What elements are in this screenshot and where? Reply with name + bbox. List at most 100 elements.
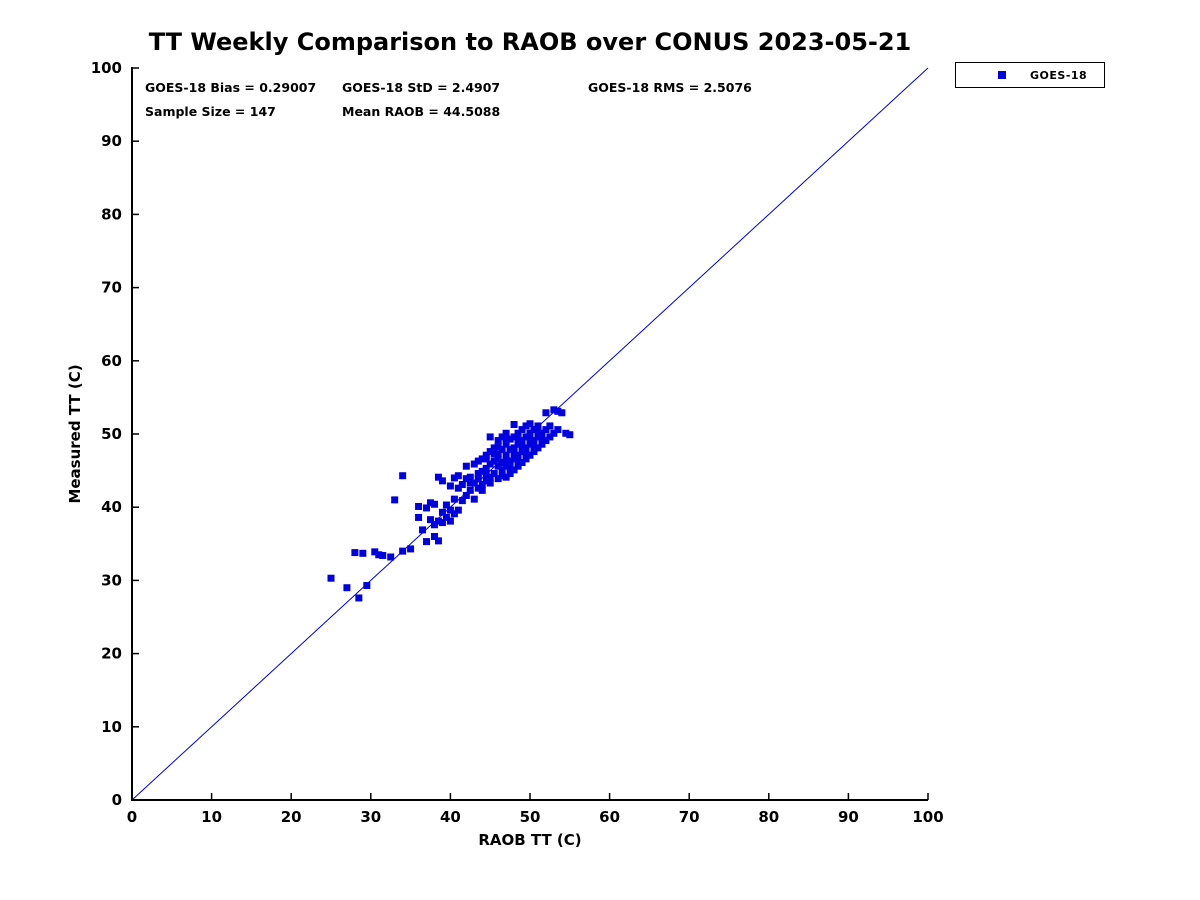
scatter-point (518, 442, 526, 450)
stat-sample-size: Sample Size = 147 (145, 104, 276, 119)
scatter-point (486, 473, 494, 481)
scatter-point (482, 451, 490, 459)
scatter-point (375, 551, 383, 559)
scatter-point (490, 470, 498, 478)
scatter-point (442, 501, 450, 509)
scatter-point (506, 464, 514, 472)
scatter-point (498, 433, 506, 441)
x-tick-label: 20 (281, 808, 302, 826)
scatter-point (399, 547, 407, 555)
scatter-point (506, 435, 514, 443)
scatter-point (486, 448, 494, 456)
scatter-point (518, 459, 526, 467)
scatter-point (482, 477, 490, 485)
scatter-point (359, 549, 367, 557)
scatter-point (498, 472, 506, 480)
legend-marker-square (998, 71, 1006, 79)
scatter-point (470, 460, 478, 468)
scatter-point (427, 499, 434, 507)
scatter-point (474, 484, 482, 492)
scatter-point (534, 444, 542, 452)
scatter-point (466, 473, 474, 481)
scatter-point (363, 582, 371, 590)
scatter-point (542, 437, 550, 445)
x-axis-label: RAOB TT (C) (478, 831, 582, 849)
scatter-point (514, 440, 522, 448)
scatter-point (419, 526, 427, 534)
scatter-point (446, 517, 454, 525)
scatter-point (554, 407, 562, 415)
scatter-point (490, 450, 498, 458)
scatter-point (522, 449, 530, 457)
scatter-point (430, 532, 438, 540)
scatter-point (434, 473, 442, 481)
scatter-point (514, 435, 522, 443)
scatter-point (526, 420, 534, 428)
scatter-point (534, 433, 542, 441)
scatter-point (526, 429, 534, 437)
y-tick-label: 90 (101, 132, 122, 150)
scatter-point (327, 574, 335, 582)
scatter-point (462, 491, 470, 499)
scatter-point (530, 442, 538, 450)
scatter-point (502, 456, 510, 464)
scatter-point (399, 472, 407, 480)
scatter-point (446, 482, 454, 490)
scatter-point (458, 481, 466, 489)
scatter-point (494, 442, 502, 450)
x-tick-label: 0 (127, 808, 137, 826)
scatter-point (454, 484, 462, 492)
scatter-point (530, 426, 538, 434)
scatter-point (550, 429, 558, 437)
scatter-point (510, 466, 518, 474)
scatter-point (494, 462, 502, 470)
scatter-point (430, 500, 438, 508)
y-tick-label: 30 (101, 571, 122, 589)
chart-title: TT Weekly Comparison to RAOB over CONUS … (148, 28, 912, 56)
scatter-point (438, 508, 446, 516)
scatter-point (518, 426, 526, 434)
scatter-point (482, 471, 490, 479)
x-tick-label: 60 (599, 808, 620, 826)
scatter-point (351, 549, 359, 557)
scatter-point (454, 506, 462, 514)
scatter-point (506, 457, 514, 465)
scatter-point (478, 467, 486, 475)
scatter-point (355, 594, 363, 602)
stat-std: GOES-18 StD = 2.4907 (342, 80, 501, 95)
y-tick-label: 70 (101, 279, 122, 297)
scatter-point (542, 409, 550, 417)
scatter-point (538, 429, 546, 437)
scatter-point (542, 426, 550, 434)
scatter-point (502, 473, 510, 481)
scatter-point (494, 475, 502, 483)
scatter-point (474, 457, 482, 465)
scatter-point (379, 552, 387, 560)
scatter-point (474, 470, 482, 478)
scatter-point (415, 513, 423, 521)
scatter-point (514, 451, 522, 459)
y-axis-label: Measured TT (C) (66, 364, 84, 504)
scatter-point (554, 426, 562, 434)
scatter-point (562, 429, 570, 437)
scatter-point (450, 474, 458, 482)
scatter-point (442, 513, 450, 521)
scatter-point (522, 455, 530, 463)
scatter-point (498, 466, 506, 474)
scatter-point (478, 486, 486, 494)
scatter-point (343, 584, 351, 592)
scatter-point (466, 486, 474, 494)
scatter-point (506, 470, 514, 478)
stat-mean-raob: Mean RAOB = 44.5088 (342, 104, 501, 119)
y-tick-label: 40 (101, 498, 122, 516)
scatter-point (430, 521, 438, 529)
scatter-point (478, 481, 486, 489)
scatter-point (427, 516, 434, 524)
scatter-point (494, 437, 502, 445)
scatter-point (510, 420, 518, 428)
scatter-point (522, 422, 530, 430)
scatter-point (530, 437, 538, 445)
scatter-point (510, 444, 518, 452)
legend-label: GOES-18 (1030, 68, 1088, 82)
